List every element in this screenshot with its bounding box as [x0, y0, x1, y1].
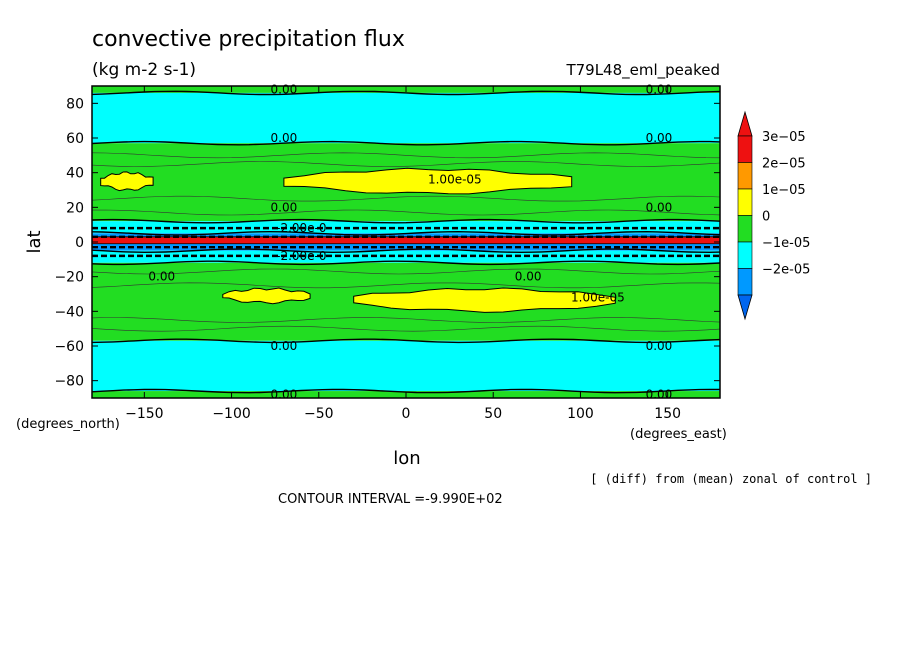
- colorbar-box-0: [737, 135, 753, 163]
- contour-label-3: 0.00: [646, 131, 673, 145]
- contour-4: [91, 248, 721, 254]
- contour-3: [91, 230, 721, 236]
- contour-1: [91, 140, 721, 146]
- colorbar-bottom-arrow: [737, 294, 753, 321]
- colorbar-label-0: 3e−05: [762, 130, 806, 145]
- y-tick-label-8: −80: [54, 374, 84, 390]
- thin-contour-3: [91, 209, 721, 216]
- contour-label-1: 0.00: [646, 82, 673, 96]
- highlights-layer: [91, 167, 721, 313]
- experiment-label: T79L48_eml_peaked: [565, 61, 720, 80]
- thin-contour-0: [91, 152, 721, 159]
- colorbar: 3e−05 2e−05 1e−05 0 −1e-05 −2e-05: [737, 110, 810, 321]
- contour-2: [91, 218, 721, 224]
- thin-contour-4: [91, 268, 721, 275]
- y-tick-label-1: 60: [66, 131, 84, 147]
- contour-label-8: -2.00e-0: [276, 249, 326, 263]
- diff-note: [ (diff) from (mean) zonal of control ]: [590, 472, 872, 486]
- y-tick-label-2: 40: [66, 166, 84, 182]
- x-tick-label-3: 0: [402, 406, 411, 422]
- colorbar-box-4: [737, 241, 753, 269]
- highlight-2: [222, 287, 311, 305]
- contour-label-13: 0.00: [646, 339, 673, 353]
- band-1: [92, 92, 720, 144]
- chart-title: convective precipitation flux: [92, 27, 405, 52]
- thin-contour-6: [91, 317, 721, 323]
- contour-label-2: 0.00: [271, 131, 298, 145]
- colorbar-label-5: −2e-05: [762, 263, 810, 278]
- y-axis-label: lat: [24, 230, 45, 253]
- highlight-0: [100, 171, 154, 192]
- contour-6: [91, 338, 721, 344]
- units-label: (kg m-2 s-1): [92, 60, 196, 80]
- plot-area: 0.00 0.00 0.00 0.00 1.00e-05 0.00 0.00 -2.00e-0…: [91, 82, 721, 402]
- thin-contour-1: [91, 161, 721, 167]
- contour-label-15: 0.00: [646, 388, 673, 402]
- contour-lines: [91, 90, 721, 394]
- x-unit-label: (degrees_east): [630, 427, 727, 442]
- contour-label-10: 0.00: [515, 270, 542, 284]
- contour-label-12: 0.00: [271, 339, 298, 353]
- x-tick-label-0: −150: [125, 406, 163, 422]
- y-tick-label-0: 80: [66, 96, 84, 112]
- thin-contour-7: [91, 325, 721, 332]
- colorbar-label-1: 2e−05: [762, 157, 806, 172]
- thin-contour-2: [91, 195, 721, 202]
- highlight-1: [283, 167, 573, 195]
- colorbar-top-arrow: [737, 110, 753, 137]
- y-tick-label-6: −40: [54, 304, 84, 320]
- x-tick-label-6: 150: [654, 406, 681, 422]
- contour-0: [91, 90, 721, 96]
- colorbar-box-5: [737, 268, 753, 296]
- contour-label-5: 0.00: [271, 200, 298, 214]
- contour-label-7: -2.00e-0: [276, 221, 326, 235]
- contour-label-9: 0.00: [148, 270, 175, 284]
- band-7: [92, 340, 720, 392]
- x-tick-label-5: 100: [567, 406, 594, 422]
- y-axis: 80 60 40 20 0 −20 −40 −60 −80: [54, 96, 720, 390]
- colorbar-label-3: 0: [762, 210, 770, 225]
- colorbar-label-4: −1e-05: [762, 236, 810, 251]
- colorbar-box-1: [737, 162, 753, 190]
- contour-label-4: 1.00e-05: [428, 173, 482, 187]
- x-axis: −150 −100 −50 0 50 100 150: [125, 86, 681, 422]
- band-3: [92, 221, 720, 234]
- contour-label-0: 0.00: [271, 82, 298, 96]
- contour-label-11: 1.00e-05: [571, 290, 625, 304]
- y-unit-label: (degrees_north): [16, 417, 120, 432]
- colorbar-label-2: 1e−05: [762, 183, 806, 198]
- x-axis-label: lon: [393, 448, 420, 469]
- band-5: [92, 250, 720, 263]
- x-tick-label-2: −50: [304, 406, 334, 422]
- y-tick-label-5: −20: [54, 270, 84, 286]
- x-tick-label-4: 50: [484, 406, 502, 422]
- y-tick-label-3: 20: [66, 200, 84, 216]
- contour-interval: CONTOUR INTERVAL =-9.990E+02: [278, 492, 503, 507]
- y-tick-label-4: 0: [75, 235, 84, 251]
- highlight-3: [353, 287, 616, 313]
- colorbar-box-3: [737, 215, 753, 243]
- colorbar-box-2: [737, 188, 753, 216]
- contour-label-6: 0.00: [646, 200, 673, 214]
- y-tick-label-7: −60: [54, 339, 84, 355]
- contour-label-14: 0.00: [271, 388, 298, 402]
- thin-contour-5: [91, 282, 721, 289]
- contour-5: [91, 260, 721, 266]
- x-tick-label-1: −100: [212, 406, 250, 422]
